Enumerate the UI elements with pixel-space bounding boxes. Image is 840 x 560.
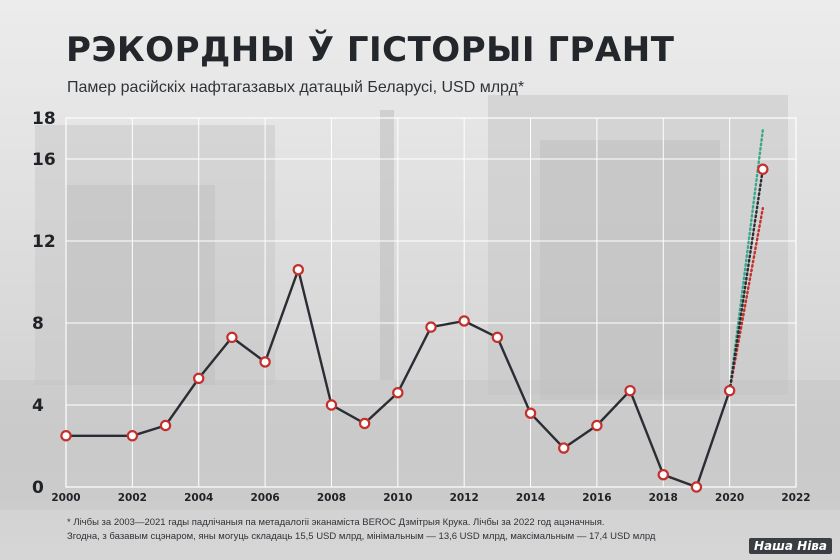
x-tick-label: 2022 [781, 492, 810, 504]
data-point [292, 264, 304, 276]
data-point [60, 430, 72, 442]
data-point [226, 331, 238, 344]
x-tick-label: 2002 [118, 492, 147, 504]
data-point [690, 481, 703, 493]
x-tick-label: 2016 [582, 492, 611, 504]
data-point [159, 419, 172, 432]
data-point [591, 419, 603, 432]
data-point [491, 331, 504, 344]
footnote-line-1: * Лічбы за 2003—2021 гады падлічаныя па … [67, 517, 605, 528]
data-point [458, 315, 470, 327]
data-points [60, 163, 769, 493]
y-tick-label: 4 [32, 396, 44, 416]
x-tick-label: 2006 [250, 492, 279, 504]
x-tick-label: 2014 [516, 492, 545, 504]
y-tick-label: 12 [32, 232, 56, 252]
data-point [259, 356, 271, 368]
data-point [757, 163, 769, 175]
x-tick-label: 2004 [184, 492, 213, 504]
data-point [358, 417, 371, 430]
scenario-max-line [728, 129, 765, 392]
data-point [657, 469, 669, 481]
x-tick-label: 2020 [715, 492, 744, 504]
plot-frame [65, 117, 797, 488]
x-tick-label: 2010 [383, 492, 412, 504]
scenario-base-line [728, 168, 765, 392]
series-line [66, 268, 731, 489]
data-point [723, 384, 736, 397]
y-tick-label: 8 [32, 314, 44, 334]
y-axis-ticks: 0 4 8 12 16 18 [32, 109, 56, 498]
publisher-logo: Наша Ніва [748, 538, 832, 554]
data-point [126, 430, 139, 442]
data-point [193, 372, 205, 385]
x-tick-label: 2008 [317, 492, 346, 504]
data-point [392, 387, 404, 399]
footnote-line-2: Згодна, з базавым сцэнаром, яны могуць с… [67, 531, 656, 542]
data-point [558, 442, 570, 454]
data-point [425, 321, 437, 333]
data-point [624, 384, 636, 397]
scenario-2022-lines [728, 129, 765, 392]
chart-title: РЭКОРДНЫ Ў ГІСТОРЫІ ГРАНТ [66, 30, 675, 70]
y-tick-label: 0 [32, 478, 44, 498]
x-axis-ticks: 2000 2002 2004 2006 2008 2010 2012 2014 2016 2018… [51, 492, 810, 504]
y-tick-label: 18 [32, 109, 56, 129]
y-tick-label: 16 [32, 150, 56, 170]
x-tick-label: 2018 [649, 492, 678, 504]
data-point [524, 407, 537, 419]
x-tick-label: 2012 [450, 492, 479, 504]
data-point [325, 399, 338, 411]
chart-subtitle: Памер расійскіх нафтагазавых датацый Бел… [67, 79, 525, 96]
x-tick-label: 2000 [51, 492, 80, 504]
grid-lines [65, 117, 797, 488]
